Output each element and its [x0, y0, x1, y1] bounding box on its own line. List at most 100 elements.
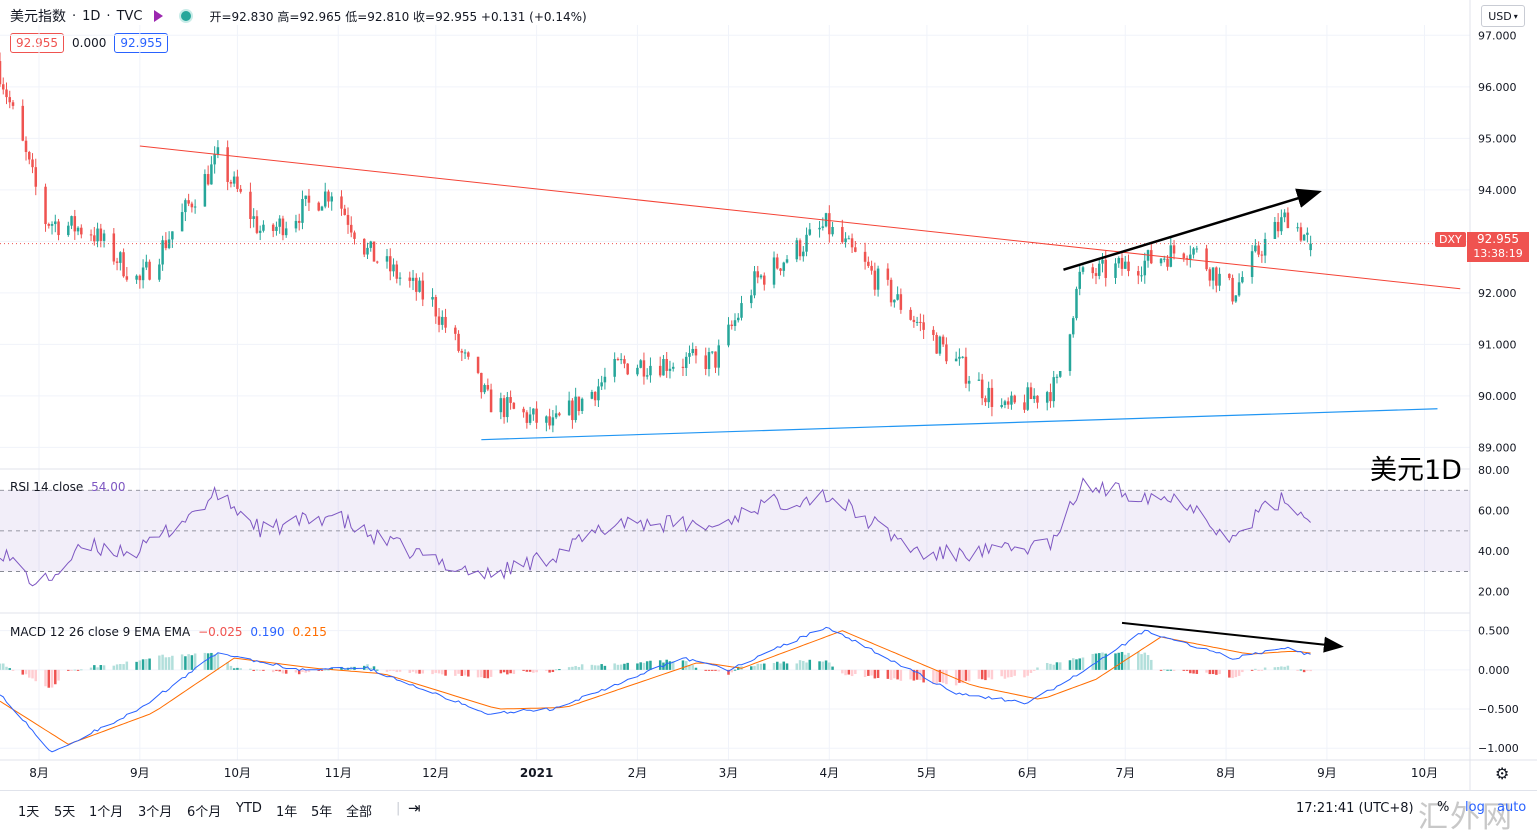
macd-histogram-bar — [1205, 669, 1208, 673]
macd-histogram-bar — [828, 662, 831, 670]
macd-histogram-bar — [0, 663, 2, 670]
macd-histogram-bar — [135, 661, 138, 670]
candle-body — [1280, 217, 1283, 232]
candle-body — [1169, 245, 1173, 267]
macd-histogram-bar — [658, 660, 662, 670]
candle-body — [281, 218, 285, 236]
auto-scale-toggle[interactable]: auto — [1497, 800, 1527, 815]
candle-body — [476, 356, 480, 373]
candle-body — [1150, 250, 1153, 264]
log-scale-toggle[interactable]: log — [1465, 800, 1485, 815]
macd-histogram-bar — [590, 664, 594, 670]
macd-histogram-bar — [668, 661, 672, 670]
macd-histogram-bar — [57, 669, 60, 681]
clock-display[interactable]: 17:21:41 (UTC+8) — [1296, 801, 1414, 816]
candle-body — [1276, 221, 1280, 232]
macd-histogram-bar — [1071, 658, 1075, 670]
macd-histogram-bar — [567, 667, 571, 670]
range-5d[interactable]: 5天 — [54, 805, 76, 820]
candle-body — [284, 228, 288, 236]
range-all[interactable]: 全部 — [346, 805, 373, 820]
candle-body — [899, 294, 903, 310]
range-5y[interactable]: 5年 — [311, 805, 333, 820]
range-1d[interactable]: 1天 — [18, 805, 40, 820]
macd-histogram-bar — [28, 669, 31, 678]
macd-histogram-bar — [304, 669, 307, 673]
indicator-values: 92.955 0.000 92.955 — [10, 33, 169, 53]
symbol-name[interactable]: 美元指数 — [10, 9, 66, 25]
interval-label[interactable]: 1D — [82, 8, 101, 24]
macd-histogram-bar — [275, 669, 278, 671]
candle-body — [850, 238, 854, 248]
macd-histogram-bar — [376, 669, 379, 671]
candle-body — [203, 174, 207, 207]
macd-histogram-bar — [164, 657, 168, 670]
candle-body — [486, 385, 490, 390]
candle-body — [317, 202, 320, 211]
macd-histogram-bar — [753, 665, 756, 670]
macd-histogram-bar — [551, 669, 555, 673]
percent-scale-toggle[interactable]: % — [1437, 800, 1450, 815]
flag-icon[interactable] — [154, 10, 164, 22]
macd-histogram-bar — [476, 669, 480, 678]
candle-body — [1058, 371, 1062, 377]
macd-histogram-bar — [984, 669, 987, 681]
macd-histogram-bar — [5, 666, 8, 670]
macd-histogram-bar — [886, 669, 890, 679]
macd-histogram-bar — [1117, 652, 1121, 670]
candle-body — [93, 235, 96, 242]
macd-histogram-bar — [847, 669, 851, 675]
candle-body — [255, 216, 259, 233]
macd-histogram-bar — [112, 665, 116, 670]
candle-body — [304, 195, 307, 200]
macd-histogram-bar — [818, 661, 821, 670]
macd-histogram-bar — [1163, 669, 1166, 671]
macd-histogram-bar — [1140, 654, 1143, 670]
candle-body — [340, 196, 343, 209]
macd-histogram-bar — [229, 665, 233, 670]
range-6m[interactable]: 6个月 — [187, 805, 222, 820]
candle-body — [590, 391, 594, 399]
goto-date-icon[interactable]: ⇥ — [408, 799, 421, 817]
macd-histogram-bar — [415, 669, 418, 674]
macd-histogram-bar — [980, 669, 984, 680]
candle-body — [919, 321, 922, 323]
macd-histogram-bar — [688, 665, 691, 670]
candle-body — [47, 224, 51, 226]
header-separator: · — [106, 8, 111, 24]
candle-body — [1097, 263, 1101, 276]
candle-body — [346, 214, 350, 225]
candle-body — [1124, 261, 1127, 269]
chart-annotation: 美元1D — [1370, 455, 1462, 486]
macd-histogram-bar — [1302, 669, 1306, 673]
rsi-tick-label: 60.00 — [1478, 505, 1510, 518]
macd-histogram-bar — [506, 669, 509, 675]
currency-button[interactable]: USD ▾ — [1481, 5, 1525, 27]
macd-histogram-bar — [876, 669, 880, 678]
range-1y[interactable]: 1年 — [276, 805, 298, 820]
macd-histogram-bar — [831, 666, 834, 670]
candle-body — [691, 348, 694, 354]
macd-histogram-bar — [1000, 669, 1003, 677]
candle-body — [210, 164, 213, 185]
macd-hist-value: −0.025 — [198, 625, 243, 639]
chart-canvas[interactable]: 97.00096.00095.00094.00093.00092.00091.0… — [0, 0, 1537, 790]
range-1m[interactable]: 1个月 — [89, 805, 124, 820]
candle-body — [545, 416, 548, 423]
candle-body — [1189, 254, 1192, 260]
macd-histogram-bar — [398, 669, 402, 672]
candle-body — [180, 212, 184, 232]
settings-gear-icon[interactable]: ⚙ — [1495, 764, 1510, 783]
candle-body — [574, 396, 577, 421]
macd-histogram-bar — [255, 669, 259, 671]
macd-histogram-bar — [580, 664, 584, 670]
candle-body — [535, 408, 538, 423]
candle-body — [366, 247, 369, 255]
range-ytd[interactable]: YTD — [236, 801, 262, 816]
macd-histogram-bar — [1052, 664, 1055, 670]
price-tick-label: 89.000 — [1478, 441, 1517, 454]
macd-histogram-bar — [193, 653, 197, 670]
candle-body — [1049, 392, 1052, 402]
range-3m[interactable]: 3个月 — [138, 805, 173, 820]
macd-histogram-bar — [623, 663, 626, 670]
